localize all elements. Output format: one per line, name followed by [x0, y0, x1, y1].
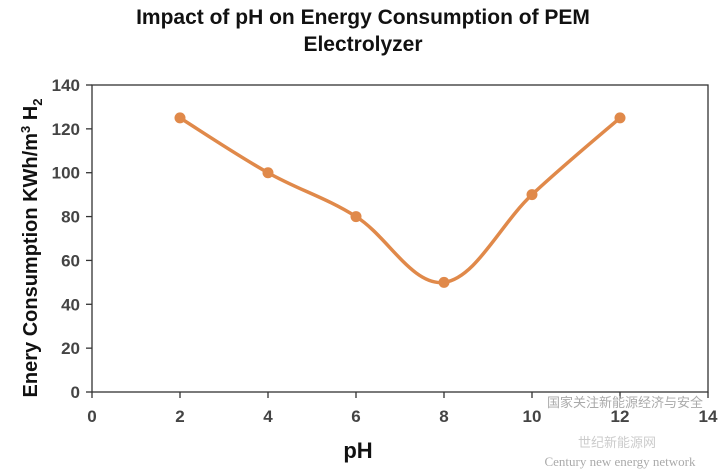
watermark-main: 世纪新能源网: [578, 435, 656, 450]
x-tick-label: 10: [523, 407, 542, 426]
x-tick-label: 6: [351, 407, 360, 426]
y-tick-label: 20: [61, 339, 80, 358]
x-tick-label: 2: [175, 407, 184, 426]
data-point: [614, 112, 626, 124]
x-tick-label: 8: [439, 407, 448, 426]
data-point: [438, 276, 450, 288]
y-axis-label: Enery Consumption KWh/m3 H2: [18, 99, 45, 398]
y-tick-label: 60: [61, 251, 80, 270]
watermark-top: 国家关注新能源经济与安全: [547, 395, 703, 410]
y-tick-label: 40: [61, 295, 80, 314]
data-point: [174, 112, 186, 124]
plot-frame: [91, 84, 709, 393]
data-point: [350, 211, 362, 223]
series-line: [179, 116, 622, 285]
data-point: [526, 189, 538, 201]
watermark-sub: Century new energy network: [544, 454, 696, 469]
x-tick-label: 12: [611, 407, 630, 426]
chart-title-line1: Impact of pH on Energy Consumption of PE…: [136, 6, 590, 29]
chart-title-line2: Electrolyzer: [303, 33, 423, 56]
data-point: [262, 167, 274, 179]
y-tick-label: 100: [52, 164, 80, 183]
x-tick-label: 0: [87, 407, 96, 426]
y-tick-label: 140: [52, 76, 80, 95]
x-tick-label: 14: [699, 407, 718, 426]
y-tick-label: 80: [61, 208, 80, 227]
y-tick-label: 0: [71, 383, 80, 402]
y-tick-label: 120: [52, 120, 80, 139]
x-tick-label: 4: [263, 407, 273, 426]
x-axis-label: pH: [343, 438, 372, 463]
